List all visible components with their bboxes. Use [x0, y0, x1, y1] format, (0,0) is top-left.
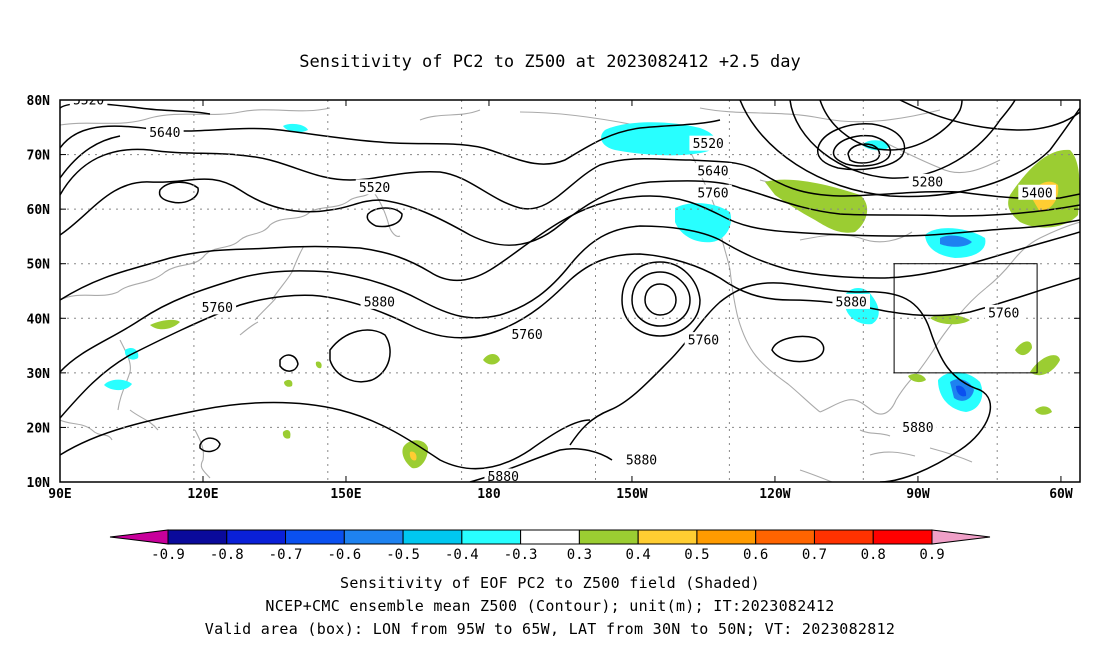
contour-label: 5880 [836, 295, 867, 310]
lon-label: 90W [906, 487, 930, 502]
colorbar-label: 0.3 [567, 547, 592, 563]
contour-label: 5520 [359, 181, 390, 196]
graticule [60, 100, 1080, 482]
contour-label: 5760 [697, 186, 728, 201]
contour-label: 5400 [1021, 186, 1052, 201]
contour-label: 5760 [988, 306, 1019, 321]
chart-title: Sensitivity of PC2 to Z500 at 2023082412… [299, 52, 801, 72]
colorbar-label: 0.8 [861, 547, 886, 563]
contour-label-bg [622, 452, 661, 468]
contour-label: 5640 [697, 164, 728, 179]
lon-label: 150E [330, 487, 361, 502]
contour-label-bg [832, 293, 871, 309]
lat-label: 30N [27, 367, 51, 382]
map-frame [59, 99, 1081, 483]
lon-label: 120E [187, 487, 218, 502]
contour-label: 5520 [693, 137, 724, 152]
contour-label-bg [146, 124, 184, 140]
colorbar-swatch [637, 529, 698, 545]
contour-label: 5880 [488, 470, 519, 485]
lat-label: 20N [27, 421, 51, 436]
contour-label: 5520 [73, 94, 104, 109]
colorbar-label: 0.5 [684, 547, 709, 563]
colorbar-swatch [813, 529, 874, 545]
lat-label: 50N [27, 258, 51, 273]
lon-label: 60W [1049, 487, 1073, 502]
contour-label-bg [694, 184, 732, 200]
lat-label: 10N [27, 476, 51, 491]
colorbar-swatch [696, 529, 757, 545]
colorbar-swatch [285, 529, 345, 545]
lon-label: 120W [759, 487, 790, 502]
contour-label-bg [899, 419, 937, 435]
map-background [60, 100, 1080, 482]
colorbar-swatch [343, 529, 404, 545]
axis-ticks [59, 99, 1080, 483]
lat-label: 60N [27, 203, 51, 218]
caption-line-1: Sensitivity of EOF PC2 to Z500 field (Sh… [340, 574, 760, 592]
contour-label: 5880 [364, 295, 395, 310]
contour-label-bg [360, 293, 399, 309]
colorbar-low-triangle [109, 529, 169, 545]
contour-label-bg [198, 299, 237, 315]
contour-label-bg [1018, 184, 1056, 200]
colorbar-swatch [872, 529, 933, 545]
contour-label-bg [355, 179, 394, 195]
contour-label: 5880 [902, 421, 933, 436]
colorbar-label: -0.9 [151, 547, 185, 563]
lat-label: 80N [27, 94, 51, 109]
colorbar-swatch [226, 529, 287, 545]
colorbar-label: 0.9 [919, 547, 944, 563]
colorbar-label: 0.4 [626, 547, 651, 563]
lon-label: 90E [48, 487, 71, 502]
colorbar-label: -0.7 [269, 547, 303, 563]
contour-label-bg [508, 326, 546, 342]
contour-label-bg [69, 100, 108, 107]
contour-label-bg [908, 173, 947, 189]
colorbar-swatch [167, 529, 228, 545]
colorbar-swatch [755, 529, 815, 545]
lon-label: 180 [477, 487, 501, 502]
lat-label: 70N [27, 149, 51, 164]
colorbar-label: -0.3 [504, 547, 538, 563]
lon-label: 150W [616, 487, 647, 502]
latitude-labels: 80N 70N 60N 50N 40N 30N 20N 10N [27, 94, 51, 491]
contour-label-bg [689, 135, 728, 151]
colorbar-label: 0.6 [743, 547, 768, 563]
contour-labels: 5520 5640 5520 5520 5640 5760 5280 5400 5760 5880… [69, 94, 1056, 485]
colorbar-label: -0.5 [386, 547, 420, 563]
contour-label-bg [984, 304, 1023, 320]
colorbar: -0.9 -0.8 -0.7 -0.6 -0.5 -0.4 -0.3 0.3 0.4 0.5 0.6… [109, 529, 991, 563]
contour-label-bg [684, 332, 723, 348]
contour-label: 5280 [912, 175, 943, 190]
colorbar-swatch [578, 529, 639, 545]
colorbar-label: -0.6 [327, 547, 361, 563]
contour-label: 5760 [202, 301, 233, 316]
longitude-labels: 90E 120E 150E 180 150W 120W 90W 60W [48, 487, 1073, 502]
lat-label: 40N [27, 312, 51, 327]
colorbar-label: -0.8 [210, 547, 244, 563]
contour-label-bg [694, 162, 732, 178]
contour-label: 5880 [626, 454, 657, 469]
contour-label: 5760 [688, 334, 719, 349]
colorbar-swatch [402, 529, 463, 545]
caption-line-2: NCEP+CMC ensemble mean Z500 (Contour); u… [265, 597, 835, 615]
colorbar-label: 0.7 [802, 547, 827, 563]
contour-label: 5640 [149, 126, 180, 141]
colorbar-swatch [461, 529, 522, 545]
caption-line-3: Valid area (box): LON from 95W to 65W, L… [204, 620, 896, 638]
map-panel: 5520 5640 5520 5520 5640 5760 5280 5400 5760 5880… [27, 94, 1081, 502]
colorbar-label: -0.4 [445, 547, 479, 563]
colorbar-high-triangle [931, 529, 991, 545]
contour-label: 5760 [511, 328, 542, 343]
colorbar-swatch [520, 529, 580, 545]
valid-area-box [893, 263, 1038, 374]
contour-label-bg [484, 468, 523, 482]
